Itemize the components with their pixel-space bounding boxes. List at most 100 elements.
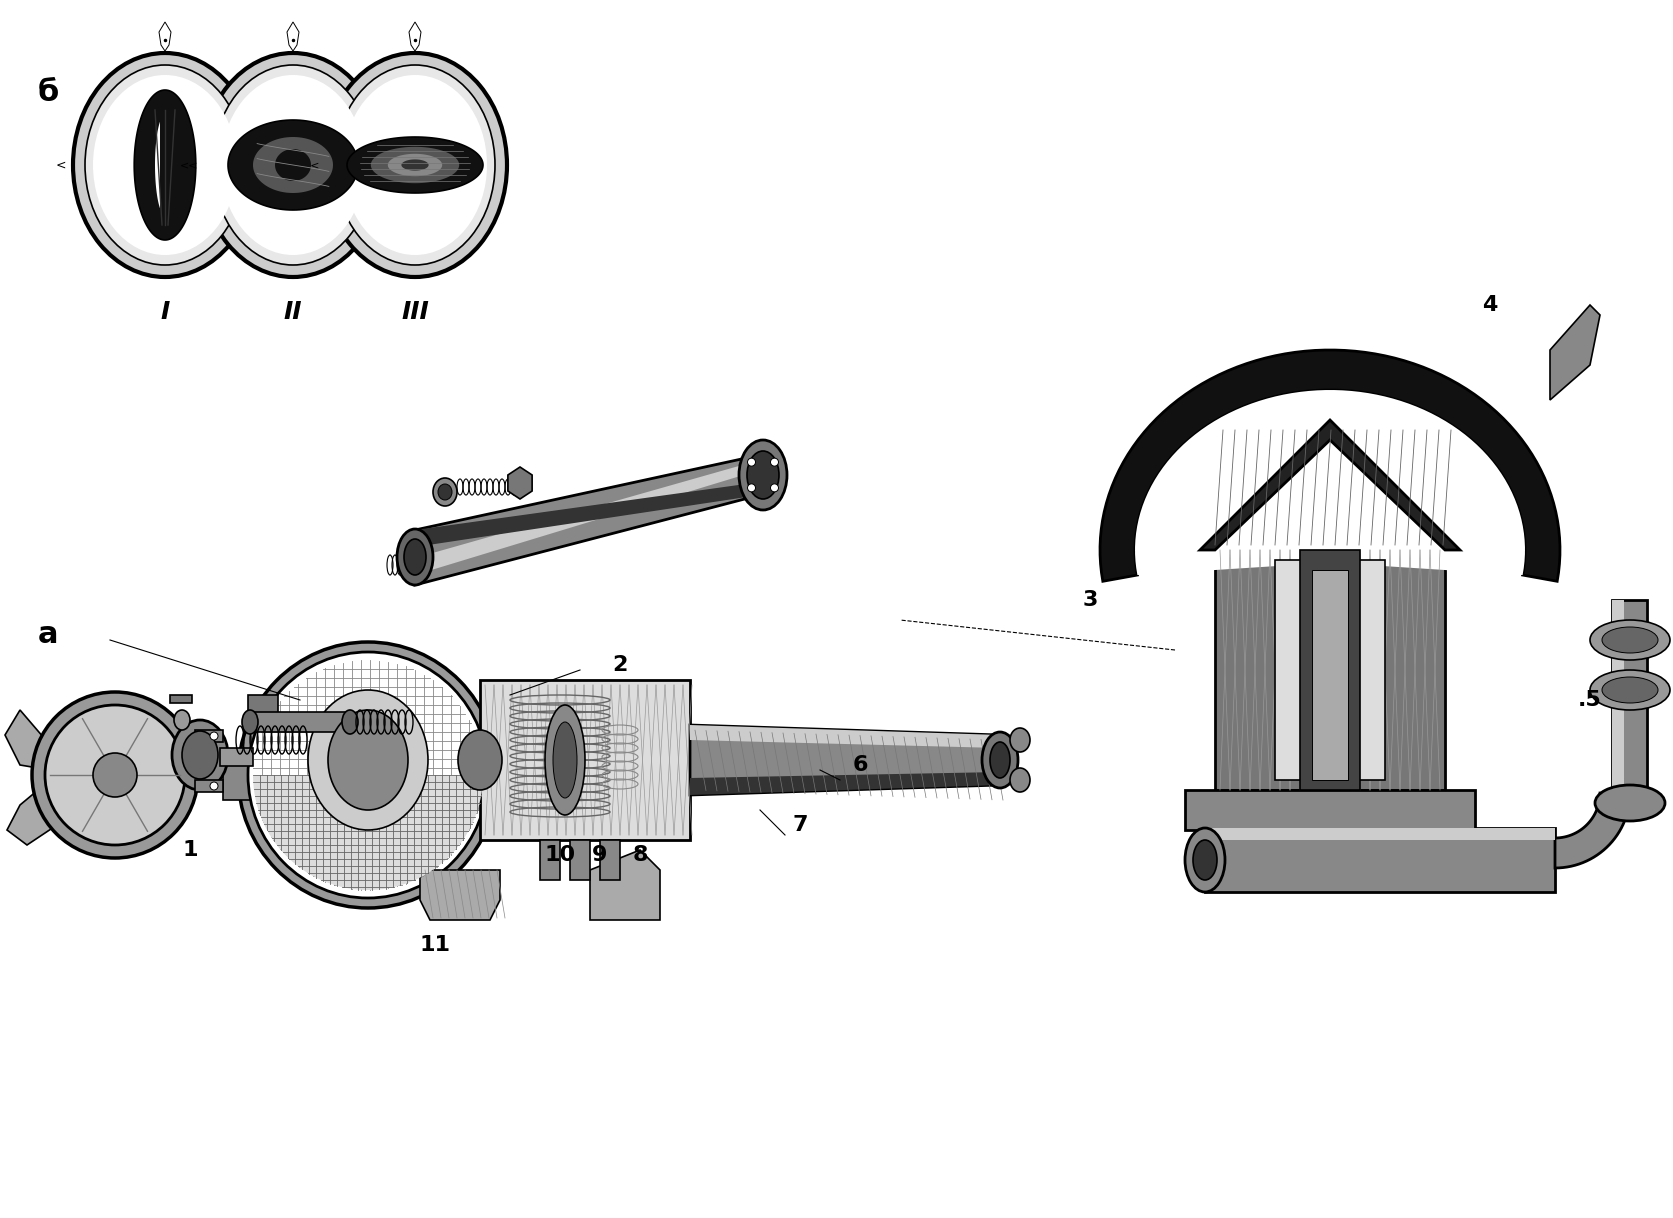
Bar — [480, 680, 689, 840]
Polygon shape — [253, 775, 483, 890]
Ellipse shape — [1009, 728, 1029, 752]
Polygon shape — [1134, 390, 1524, 575]
Text: <<: << — [301, 160, 320, 171]
Ellipse shape — [552, 722, 577, 798]
Ellipse shape — [174, 710, 191, 730]
Ellipse shape — [335, 65, 495, 266]
Polygon shape — [1200, 420, 1459, 551]
Ellipse shape — [221, 76, 365, 255]
Ellipse shape — [1589, 620, 1670, 660]
Polygon shape — [156, 122, 161, 208]
Ellipse shape — [738, 440, 786, 510]
Circle shape — [209, 782, 217, 790]
Polygon shape — [223, 750, 258, 800]
Bar — [248, 695, 278, 717]
Ellipse shape — [323, 54, 507, 276]
Bar — [599, 840, 619, 879]
Polygon shape — [388, 153, 442, 177]
Bar — [570, 840, 589, 879]
Text: I: I — [161, 300, 169, 324]
Polygon shape — [689, 772, 999, 795]
Ellipse shape — [1594, 784, 1665, 821]
Text: 4: 4 — [1481, 295, 1497, 315]
Bar — [249, 713, 350, 732]
Ellipse shape — [1184, 828, 1225, 892]
Polygon shape — [1554, 793, 1630, 868]
Bar — [1312, 570, 1347, 780]
Polygon shape — [415, 460, 760, 575]
Bar — [540, 840, 560, 879]
Polygon shape — [689, 725, 999, 748]
Ellipse shape — [172, 720, 228, 790]
Text: <: < — [55, 158, 67, 172]
Ellipse shape — [397, 529, 433, 585]
Text: 10: 10 — [544, 845, 576, 865]
Polygon shape — [420, 870, 500, 920]
Text: 8: 8 — [632, 845, 647, 865]
Ellipse shape — [545, 705, 584, 815]
Ellipse shape — [212, 65, 373, 266]
Circle shape — [770, 484, 778, 492]
Ellipse shape — [989, 742, 1009, 778]
Bar — [1275, 560, 1384, 780]
Polygon shape — [1205, 828, 1554, 892]
Polygon shape — [415, 482, 760, 547]
Polygon shape — [5, 710, 50, 770]
Polygon shape — [1549, 304, 1599, 400]
Text: 7: 7 — [791, 815, 808, 836]
Text: 6: 6 — [852, 755, 867, 775]
Ellipse shape — [238, 642, 497, 907]
Bar — [1611, 600, 1646, 793]
Polygon shape — [415, 456, 760, 585]
Text: а: а — [38, 620, 59, 649]
Ellipse shape — [74, 54, 258, 276]
Text: б: б — [38, 78, 59, 107]
Ellipse shape — [308, 691, 428, 829]
Bar — [194, 780, 223, 792]
Polygon shape — [689, 725, 999, 795]
Ellipse shape — [328, 710, 408, 810]
Polygon shape — [507, 466, 532, 499]
Bar — [1215, 551, 1444, 790]
Ellipse shape — [201, 54, 385, 276]
Polygon shape — [589, 850, 659, 920]
Text: .5: .5 — [1578, 691, 1601, 710]
Polygon shape — [371, 147, 458, 183]
Polygon shape — [1099, 350, 1559, 581]
Ellipse shape — [458, 730, 502, 790]
Ellipse shape — [343, 76, 487, 255]
Text: 2: 2 — [612, 655, 627, 675]
Polygon shape — [7, 780, 57, 845]
Circle shape — [770, 458, 778, 466]
Circle shape — [209, 732, 217, 741]
Ellipse shape — [982, 732, 1017, 788]
Bar — [1184, 790, 1474, 829]
Ellipse shape — [403, 540, 425, 575]
Ellipse shape — [1193, 840, 1216, 879]
Polygon shape — [274, 149, 311, 181]
Ellipse shape — [85, 65, 244, 266]
Bar — [1300, 551, 1358, 790]
Text: 3: 3 — [1082, 590, 1097, 610]
Bar — [1611, 600, 1623, 793]
Ellipse shape — [243, 710, 258, 734]
Bar — [194, 730, 223, 742]
Text: II: II — [284, 300, 303, 324]
Circle shape — [748, 458, 755, 466]
Ellipse shape — [438, 484, 452, 501]
Text: 11: 11 — [420, 935, 450, 955]
Ellipse shape — [94, 753, 137, 797]
Text: III: III — [402, 300, 428, 324]
Ellipse shape — [45, 705, 186, 845]
Ellipse shape — [32, 692, 197, 857]
Text: <<: << — [179, 160, 197, 171]
Ellipse shape — [1601, 677, 1656, 703]
Text: 1: 1 — [182, 840, 197, 860]
Bar — [1205, 828, 1554, 840]
Ellipse shape — [94, 76, 238, 255]
Ellipse shape — [248, 652, 489, 898]
Ellipse shape — [1601, 627, 1656, 653]
Ellipse shape — [1589, 670, 1670, 710]
Polygon shape — [346, 136, 483, 192]
Ellipse shape — [1009, 769, 1029, 792]
